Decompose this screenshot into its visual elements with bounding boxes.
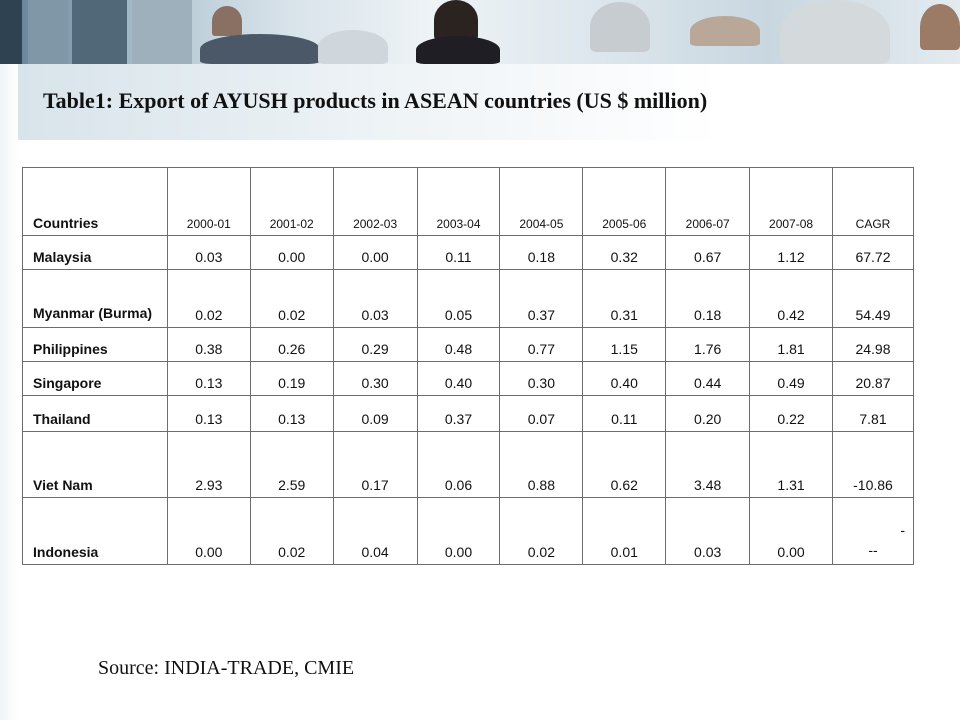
- value-cell: 0.40: [582, 361, 667, 396]
- value-cell: 0.02: [249, 269, 334, 328]
- column-header: 2005-06: [582, 167, 667, 236]
- value-cell: 0.05: [416, 269, 501, 328]
- country-cell: Thailand: [22, 395, 168, 432]
- column-header: 2001-02: [249, 167, 334, 236]
- cagr-line: -: [900, 522, 905, 538]
- value-cell: 0.06: [416, 431, 501, 498]
- value-cell: 0.03: [665, 497, 751, 565]
- table-row: Malaysia 0.03 0.00 0.00 0.11 0.18 0.32 0.67 1.12…: [22, 235, 914, 270]
- value-cell: 0.00: [332, 235, 418, 270]
- value-cell: 0.02: [499, 497, 584, 565]
- value-cell: 0.31: [582, 269, 667, 328]
- table-row: Myanmar (Burma) 0.02 0.02 0.03 0.05 0.37 0.31 0…: [22, 269, 914, 328]
- table-row: Thailand 0.13 0.13 0.09 0.37 0.07 0.11 0.20 0.22…: [22, 395, 914, 432]
- value-cell: 0.02: [166, 269, 251, 328]
- value-cell: 0.17: [332, 431, 418, 498]
- value-cell: 3.48: [665, 431, 751, 498]
- value-cell: 20.87: [832, 361, 914, 396]
- column-header: 2002-03: [332, 167, 418, 236]
- value-cell: 0.00: [166, 497, 251, 565]
- value-cell: 0.29: [332, 327, 418, 362]
- value-cell: 0.00: [249, 235, 334, 270]
- value-cell: 0.67: [665, 235, 751, 270]
- value-cell: 0.02: [249, 497, 334, 565]
- column-header: 2004-05: [499, 167, 584, 236]
- value-cell: 0.09: [332, 395, 418, 432]
- value-cell: 0.18: [499, 235, 584, 270]
- value-cell: 0.32: [582, 235, 667, 270]
- value-cell: 0.07: [499, 395, 584, 432]
- value-cell: 2.59: [249, 431, 334, 498]
- value-cell: 0.13: [166, 361, 251, 396]
- value-cell: 1.31: [749, 431, 833, 498]
- value-cell: 1.15: [582, 327, 667, 362]
- column-header: Countries: [22, 167, 168, 236]
- column-header: 2003-04: [416, 167, 501, 236]
- column-header: 2000-01: [166, 167, 251, 236]
- table-row: Indonesia 0.00 0.02 0.04 0.00 0.02 0.01 0.03 0.0…: [22, 497, 914, 565]
- column-header: 2006-07: [665, 167, 751, 236]
- value-cell: 0.62: [582, 431, 667, 498]
- value-cell: 0.18: [665, 269, 751, 328]
- value-cell: 2.93: [166, 431, 251, 498]
- value-cell: 0.19: [249, 361, 334, 396]
- value-cell: 0.42: [749, 269, 833, 328]
- value-cell: 1.76: [665, 327, 751, 362]
- cagr-cell: - --: [832, 497, 914, 565]
- value-cell: 0.77: [499, 327, 584, 362]
- value-cell: 0.40: [416, 361, 501, 396]
- value-cell: 0.13: [249, 395, 334, 432]
- export-table: Countries 2000-01 2001-02 2002-03 2003-0…: [22, 167, 914, 565]
- value-cell: 1.81: [749, 327, 833, 362]
- value-cell: 0.20: [665, 395, 751, 432]
- country-cell: Myanmar (Burma): [22, 269, 168, 328]
- value-cell: 0.01: [582, 497, 667, 565]
- value-cell: 54.49: [832, 269, 914, 328]
- title-band: [0, 64, 960, 140]
- column-header: 2007-08: [749, 167, 833, 236]
- value-cell: 0.04: [332, 497, 418, 565]
- value-cell: 0.26: [249, 327, 334, 362]
- value-cell: 0.13: [166, 395, 251, 432]
- country-cell: Malaysia: [22, 235, 168, 270]
- left-decor-strip: [0, 64, 18, 720]
- value-cell: 0.30: [332, 361, 418, 396]
- cagr-line: --: [868, 542, 878, 558]
- page-title: Table1: Export of AYUSH products in ASEA…: [43, 88, 708, 113]
- country-cell: Singapore: [22, 361, 168, 396]
- value-cell: 0.44: [665, 361, 751, 396]
- value-cell: 0.38: [166, 327, 251, 362]
- header-row: Countries 2000-01 2001-02 2002-03 2003-0…: [22, 167, 914, 236]
- header-banner-image: [0, 0, 960, 64]
- value-cell: 67.72: [832, 235, 914, 270]
- value-cell: 24.98: [832, 327, 914, 362]
- value-cell: 0.11: [582, 395, 667, 432]
- value-cell: 0.03: [166, 235, 251, 270]
- table-row: Viet Nam 2.93 2.59 0.17 0.06 0.88 0.62 3.48 1.31…: [22, 431, 914, 498]
- value-cell: 0.88: [499, 431, 584, 498]
- value-cell: 0.30: [499, 361, 584, 396]
- source-note: Source: INDIA-TRADE, CMIE: [98, 657, 355, 679]
- value-cell: 0.37: [416, 395, 501, 432]
- value-cell: 0.48: [416, 327, 501, 362]
- country-cell: Philippines: [22, 327, 168, 362]
- value-cell: 0.03: [332, 269, 418, 328]
- value-cell: 0.11: [416, 235, 501, 270]
- value-cell: 0.00: [749, 497, 833, 565]
- country-cell: Indonesia: [22, 497, 168, 565]
- value-cell: 7.81: [832, 395, 914, 432]
- value-cell: 0.00: [416, 497, 501, 565]
- table-row: Philippines 0.38 0.26 0.29 0.48 0.77 1.15 1.76 1…: [22, 327, 914, 362]
- value-cell: 0.49: [749, 361, 833, 396]
- value-cell: 1.12: [749, 235, 833, 270]
- value-cell: 0.37: [499, 269, 584, 328]
- value-cell: 0.22: [749, 395, 833, 432]
- value-cell: -10.86: [832, 431, 914, 498]
- column-header: CAGR: [832, 167, 914, 236]
- country-cell: Viet Nam: [22, 431, 168, 498]
- table-row: Singapore 0.13 0.19 0.30 0.40 0.30 0.40 0.44 0.4…: [22, 361, 914, 396]
